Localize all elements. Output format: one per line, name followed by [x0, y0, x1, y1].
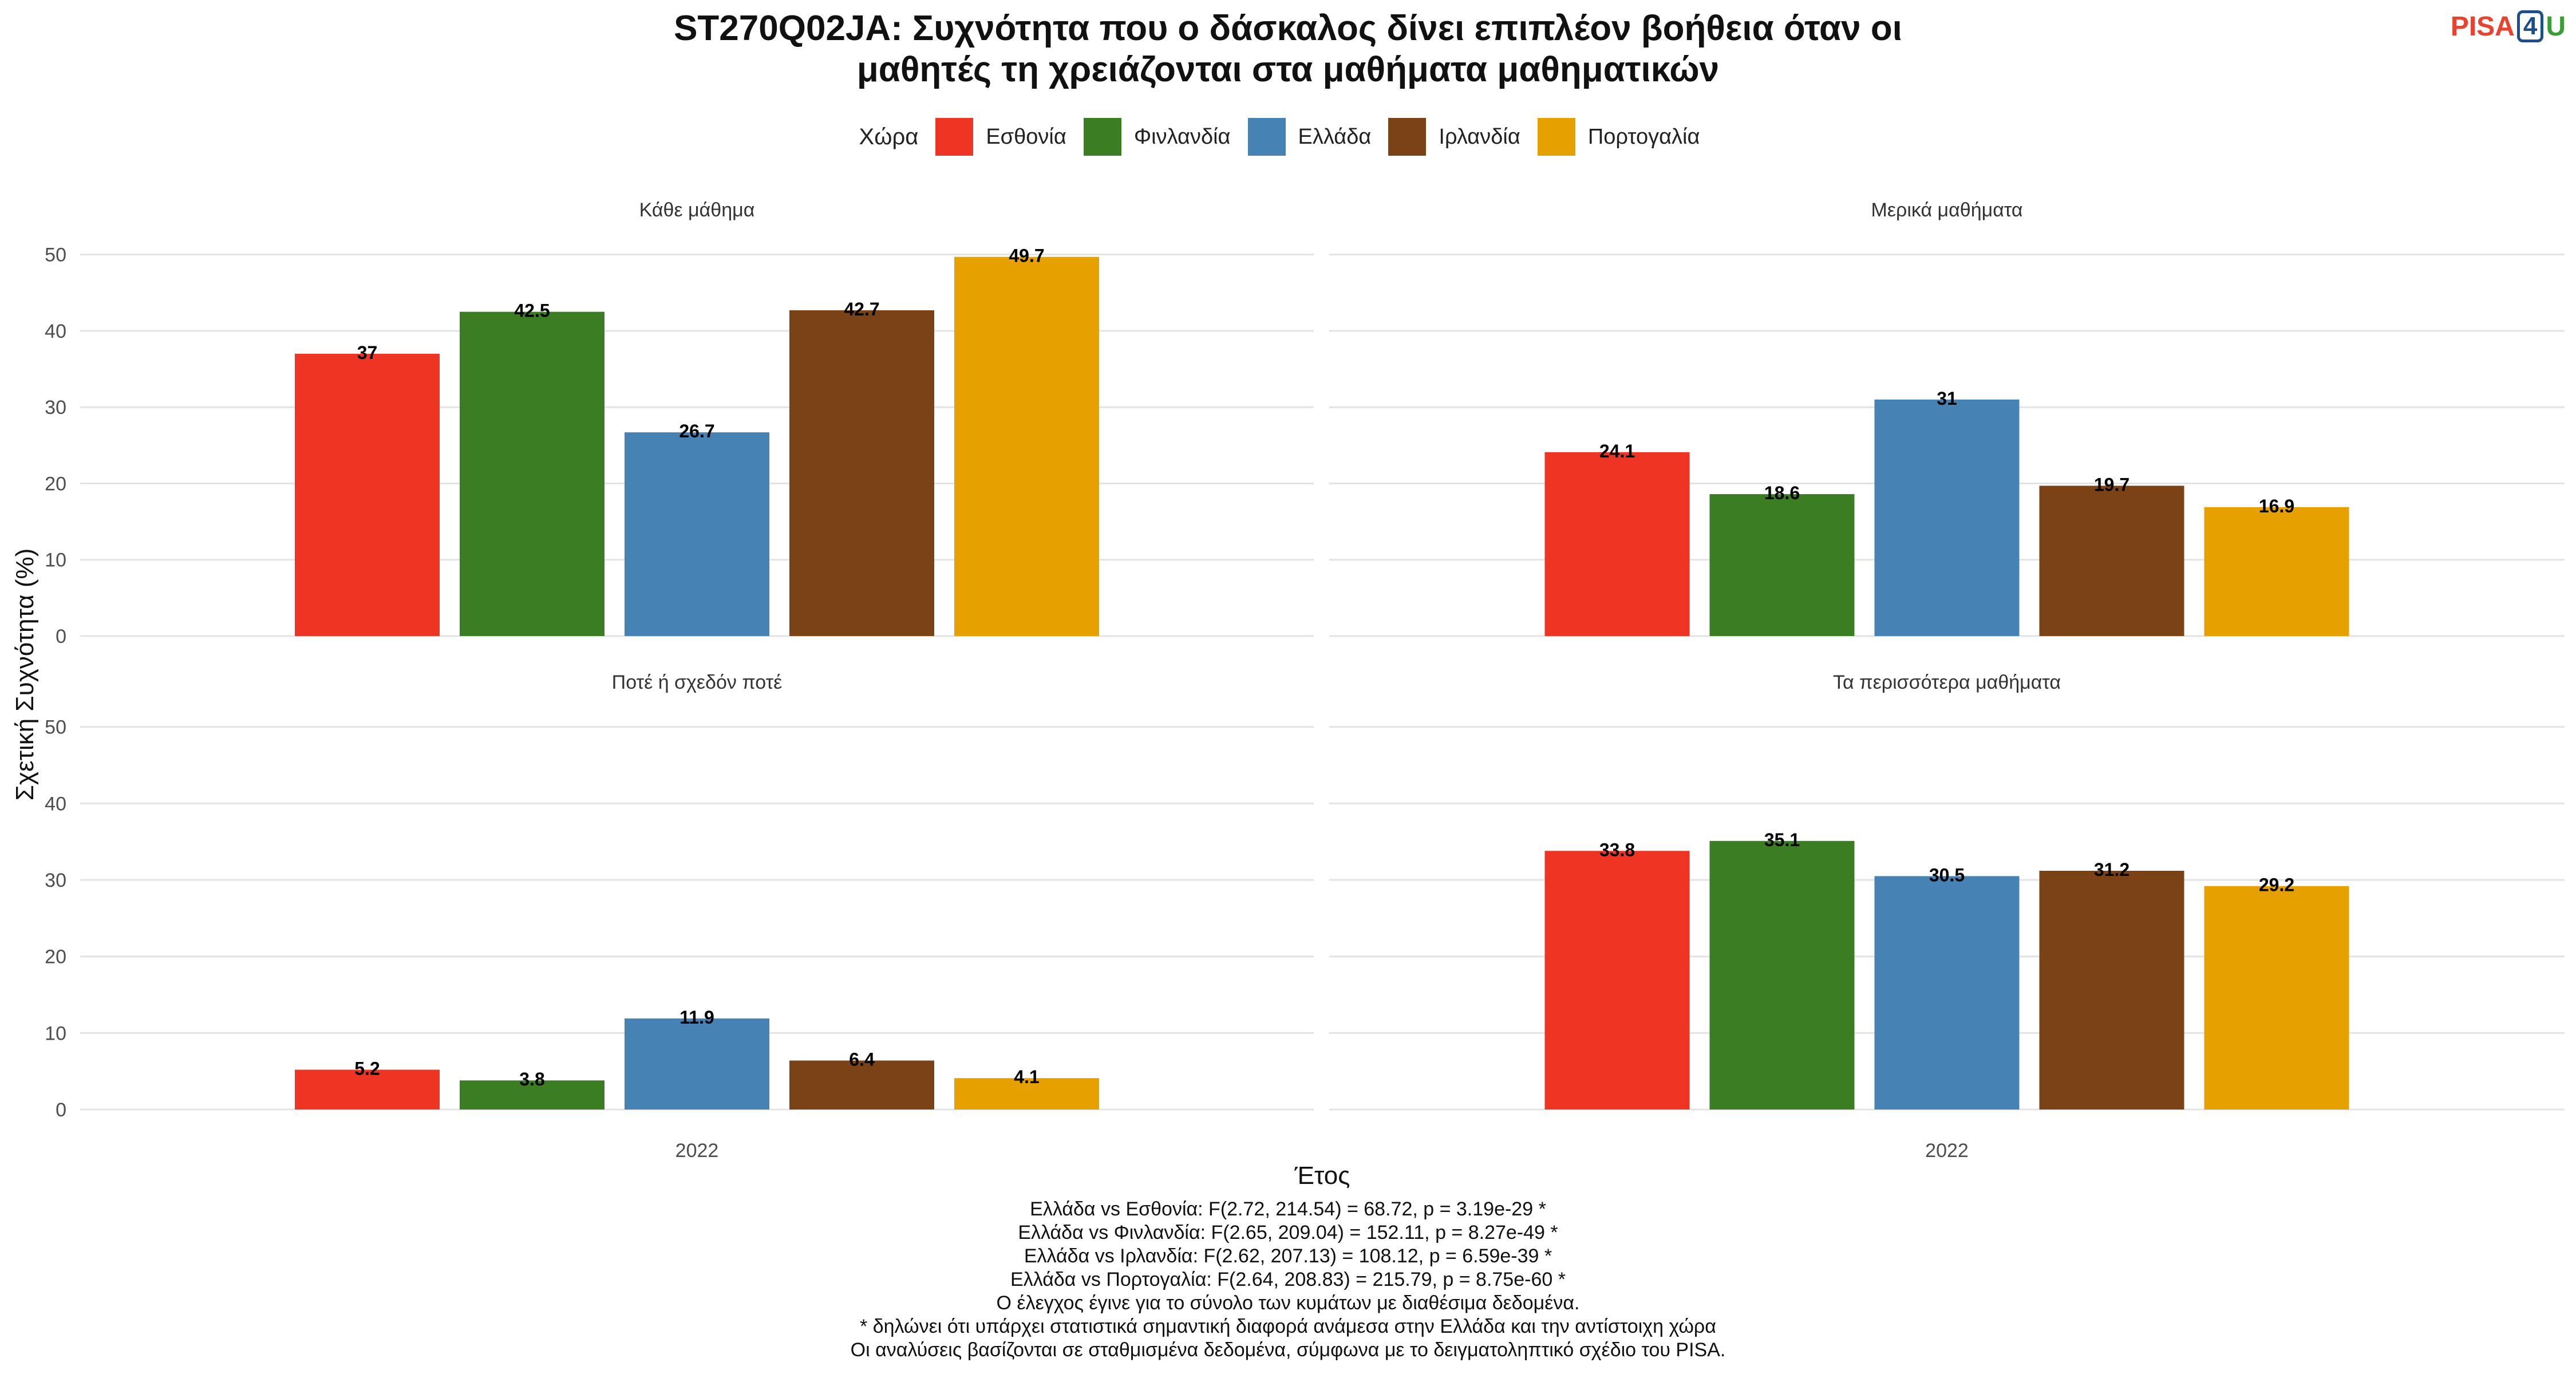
legend-item-ireland: Ιρλανδία: [1388, 118, 1520, 156]
bar-ελλάδα: [625, 432, 769, 636]
data-label-εσθονία: 5.2: [354, 1059, 380, 1079]
legend: Χώρα Εσθονία Φινλανδία Ελλάδα Ιρλανδία Π…: [0, 118, 2576, 156]
legend-swatch-ireland: [1388, 118, 1427, 156]
data-label-πορτογαλία: 4.1: [1014, 1067, 1039, 1087]
y-tick-label: 50: [45, 717, 66, 739]
bar-φινλανδία: [1709, 494, 1855, 636]
bar-πορτογαλία: [954, 1078, 1099, 1110]
y-tick-label: 30: [45, 397, 66, 418]
data-label-φινλανδία: 18.6: [1764, 483, 1800, 503]
footnote-line: Ελλάδα vs Εσθονία: F(2.72, 214.54) = 68.…: [1030, 1198, 1546, 1220]
y-tick-label: 0: [56, 626, 66, 647]
logo-pisa-text: PISA: [2450, 11, 2515, 42]
y-tick-label: 10: [45, 550, 66, 571]
y-tick-label: 20: [45, 473, 66, 495]
legend-label-ireland: Ιρλανδία: [1439, 124, 1520, 149]
footnote-line: Ελλάδα vs Φινλανδία: F(2.65, 209.04) = 1…: [1018, 1222, 1558, 1243]
bar-ιρλανδία: [789, 310, 934, 636]
legend-label-greece: Ελλάδα: [1298, 124, 1372, 149]
bar-εσθονία: [295, 1069, 440, 1110]
y-axis-title: Σχετική Συχνότητα (%): [11, 548, 39, 801]
data-label-ελλάδα: 26.7: [679, 421, 714, 441]
bar-ελλάδα: [1874, 399, 2020, 636]
data-label-ελλάδα: 30.5: [1929, 864, 1965, 885]
panel-2-strip-title: Μερικά μαθήματα: [1871, 199, 2023, 221]
chart-title-line-2: μαθητές τη χρειάζονται στα μαθήματα μαθη…: [856, 50, 1720, 89]
y-tick-label: 30: [45, 870, 66, 891]
panel-1-strip-title: Κάθε μάθημα: [639, 199, 755, 221]
panel-4-strip-title: Τα περισσότερα μαθήματα: [1833, 672, 2061, 693]
bar-εσθονία: [1544, 452, 1690, 636]
bar-ελλάδα: [625, 1018, 769, 1110]
data-label-πορτογαλία: 16.9: [2259, 496, 2294, 516]
pisa4u-logo: PISA 4 U: [2451, 10, 2566, 42]
y-tick-label: 50: [45, 244, 66, 266]
chart-title-line-1: ST270Q02JA: Συχνότητα που ο δάσκαλος δίν…: [674, 9, 1902, 48]
footnote-line: Ελλάδα vs Ιρλανδία: F(2.62, 207.13) = 10…: [1024, 1245, 1552, 1267]
bar-ελλάδα: [1874, 876, 2020, 1110]
legend-item-finland: Φινλανδία: [1083, 118, 1231, 156]
logo-u-text: U: [2546, 11, 2566, 42]
footnotes: Ελλάδα vs Εσθονία: F(2.72, 214.54) = 68.…: [0, 1198, 2576, 1362]
data-label-φινλανδία: 3.8: [519, 1069, 544, 1089]
bar-ιρλανδία: [2039, 485, 2184, 636]
legend-item-estonia: Εσθονία: [935, 118, 1066, 156]
data-label-ιρλανδία: 19.7: [2094, 474, 2129, 495]
bar-ιρλανδία: [789, 1060, 934, 1110]
x-tick-label: 2022: [1925, 1140, 1969, 1162]
data-label-φινλανδία: 42.5: [514, 301, 550, 321]
bar-ιρλανδία: [2039, 871, 2184, 1110]
footnote-line: Ο έλεγχος έγινε για το σύνολο των κυμάτω…: [996, 1292, 1580, 1314]
legend-swatch-estonia: [935, 118, 974, 156]
x-tick-label: 2022: [675, 1140, 719, 1162]
legend-label-portugal: Πορτογαλία: [1587, 124, 1700, 149]
legend-item-portugal: Πορτογαλία: [1537, 118, 1700, 156]
legend-item-greece: Ελλάδα: [1247, 118, 1372, 156]
legend-title: Χώρα: [859, 124, 919, 149]
x-axis-title: Έτος: [1294, 1162, 1350, 1190]
data-label-εσθονία: 37: [357, 342, 378, 363]
y-tick-label: 40: [45, 321, 66, 342]
logo-four-box: 4: [2516, 10, 2544, 42]
legend-swatch-finland: [1083, 118, 1121, 156]
data-label-εσθονία: 33.8: [1599, 839, 1635, 860]
data-label-φινλανδία: 35.1: [1764, 830, 1800, 850]
bar-εσθονία: [295, 353, 440, 636]
data-label-ελλάδα: 31: [1937, 388, 1957, 409]
data-label-ιρλανδία: 42.7: [844, 299, 879, 319]
data-label-πορτογαλία: 29.2: [2259, 875, 2294, 895]
data-label-ιρλανδία: 31.2: [2094, 859, 2129, 880]
legend-swatch-greece: [1247, 118, 1286, 156]
legend-swatch-portugal: [1537, 118, 1575, 156]
data-label-εσθονία: 24.1: [1599, 441, 1635, 461]
y-tick-label: 10: [45, 1022, 66, 1044]
panel-3-strip-title: Ποτέ ή σχεδόν ποτέ: [612, 672, 783, 693]
footnote-line: Ελλάδα vs Πορτογαλία: F(2.64, 208.83) = …: [1010, 1269, 1566, 1290]
data-label-ελλάδα: 11.9: [679, 1007, 714, 1028]
legend-label-finland: Φινλανδία: [1133, 124, 1231, 149]
bar-φινλανδία: [460, 311, 605, 636]
data-label-ιρλανδία: 6.4: [849, 1049, 875, 1069]
bar-φινλανδία: [1709, 840, 1855, 1110]
bar-εσθονία: [1544, 851, 1690, 1110]
bar-πορτογαλία: [2204, 507, 2349, 636]
y-tick-label: 40: [45, 793, 66, 815]
footnote-line: * δηλώνει ότι υπάρχει στατιστικά σημαντι…: [860, 1316, 1716, 1337]
bar-πορτογαλία: [2204, 886, 2349, 1110]
legend-label-estonia: Εσθονία: [986, 124, 1066, 149]
y-tick-label: 20: [45, 946, 66, 968]
bar-πορτογαλία: [954, 256, 1099, 636]
data-label-πορτογαλία: 49.7: [1009, 246, 1044, 266]
bar-φινλανδία: [460, 1080, 605, 1110]
y-tick-label: 0: [56, 1099, 66, 1121]
footnote-line: Οι αναλύσεις βασίζονται σε σταθμισμένα δ…: [850, 1339, 1726, 1361]
